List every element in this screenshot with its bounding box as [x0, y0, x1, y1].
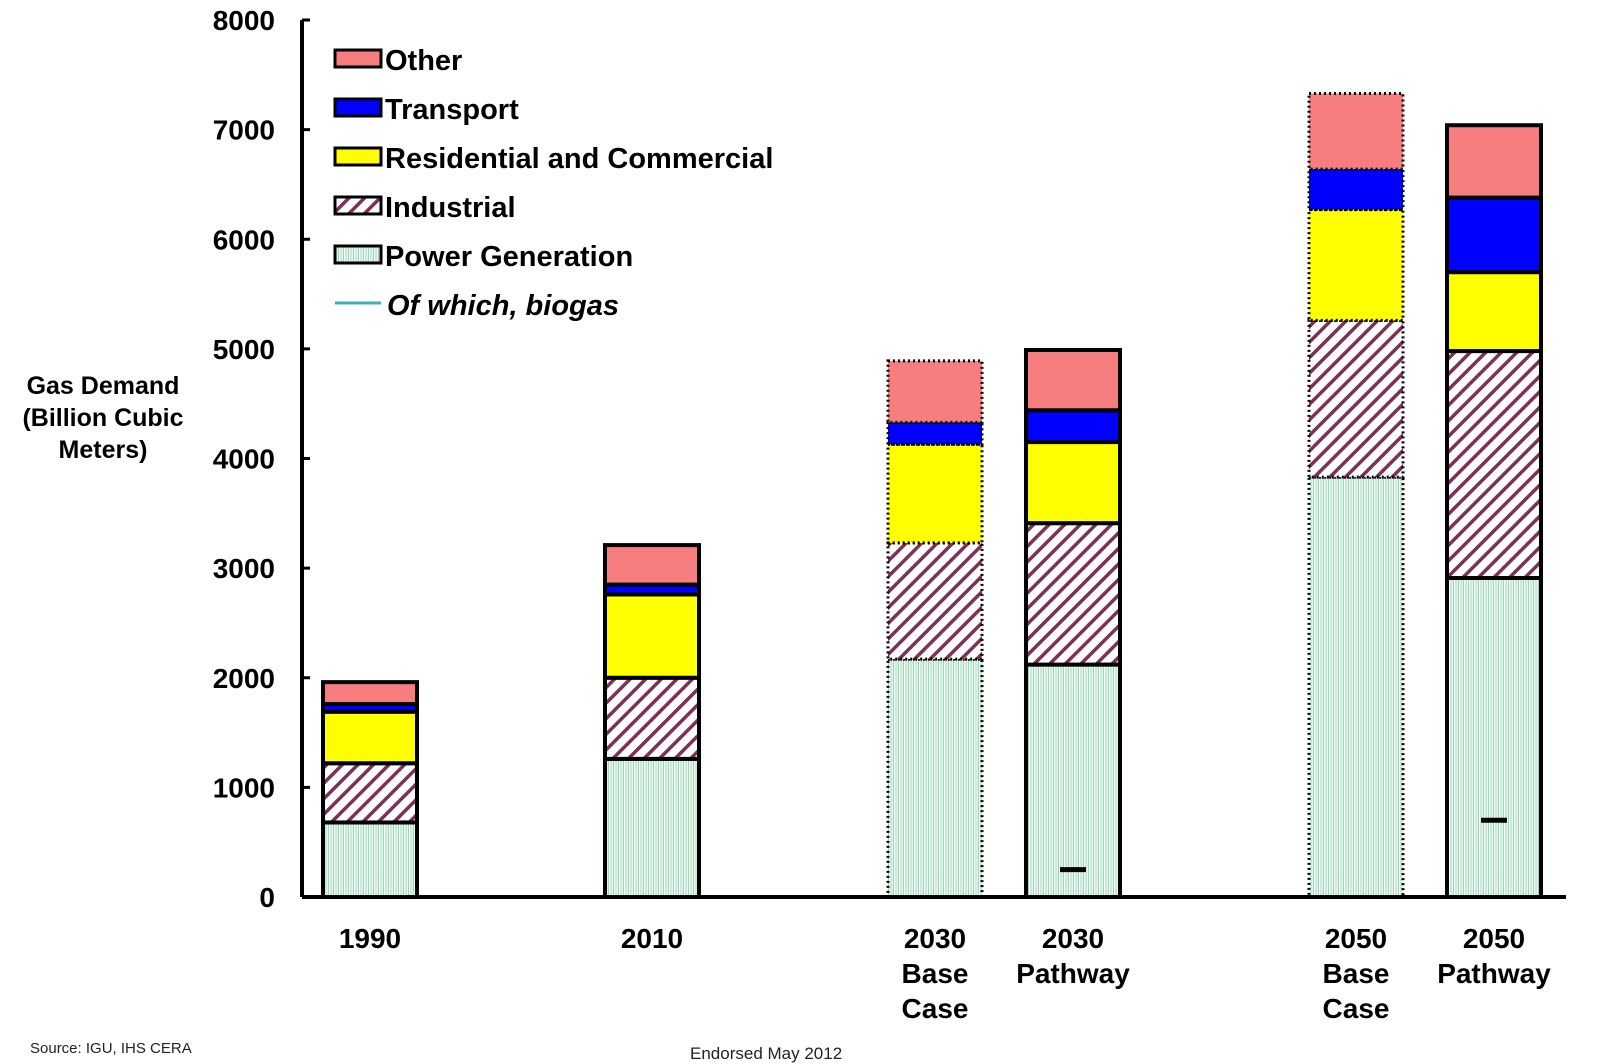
- legend-item-industrial: Industrial: [333, 192, 516, 224]
- legend-item-power-generation: Power Generation: [333, 241, 633, 273]
- bar-segment-residential-and-commercial-2030-base-case: [886, 442, 984, 545]
- bar-segment-industrial-1990: [321, 761, 419, 825]
- bar-group-1990: [321, 680, 419, 900]
- bar-segment-other-2030-pathway: [1024, 347, 1122, 413]
- bar-group-2010: [603, 543, 701, 899]
- bar-segment-power-generation-1990: [321, 820, 419, 900]
- bar-group-2030-base-case: [886, 359, 984, 899]
- legend-label-biogas: Of which, biogas: [387, 290, 619, 322]
- legend-label-residential-and-commercial: Residential and Commercial: [385, 143, 773, 175]
- y-axis-label: Gas Demand (Billion Cubic Meters): [22, 372, 184, 464]
- legend-label-power-generation: Power Generation: [385, 241, 633, 273]
- legend-label-industrial: Industrial: [385, 192, 516, 224]
- y-tick-label-6000: 6000: [213, 224, 275, 255]
- y-tick-label-1000: 1000: [213, 772, 275, 803]
- bar-segment-power-generation-2030-pathway: [1024, 662, 1122, 899]
- bar-segment-industrial-2050-base-case: [1307, 318, 1405, 479]
- bar-segment-transport-2050-pathway: [1445, 195, 1543, 275]
- legend-label-other: Other: [385, 45, 462, 77]
- bar-segment-other-1990: [321, 680, 419, 707]
- bar-segment-power-generation-2030-base-case: [886, 657, 984, 899]
- bar-group-2030-pathway: [1024, 347, 1122, 899]
- x-tick-label-2030-base-case: 2030 Base Case: [902, 923, 969, 1024]
- bar-segment-other-2010: [603, 543, 701, 587]
- legend-swatch-industrial: [333, 195, 383, 216]
- source-note: Source: IGU, IHS CERA: [30, 1040, 192, 1057]
- legend-item-biogas: Of which, biogas: [335, 290, 619, 322]
- y-tick-label-8000: 8000: [213, 5, 275, 36]
- bar-segment-residential-and-commercial-2050-pathway: [1445, 270, 1543, 354]
- bars-layer: [321, 91, 1543, 900]
- legend-swatch-transport: [333, 97, 383, 118]
- footer-note: Endorsed May 2012: [690, 1044, 843, 1063]
- bar-segment-other-2030-base-case: [886, 359, 984, 424]
- bar-segment-industrial-2050-pathway: [1445, 349, 1543, 580]
- legend-swatch-power-generation: [333, 244, 383, 265]
- bar-segment-power-generation-2050-base-case: [1307, 475, 1405, 899]
- bar-group-2050-base-case: [1307, 91, 1405, 899]
- y-tick-label-2000: 2000: [213, 663, 275, 694]
- bar-segment-transport-2030-pathway: [1024, 408, 1122, 445]
- y-tick-label-3000: 3000: [213, 553, 275, 584]
- x-tick-label-2030-pathway: 2030 Pathway: [1016, 923, 1130, 989]
- bar-segment-residential-and-commercial-2010: [603, 592, 701, 680]
- y-tick-label-0: 0: [259, 882, 275, 913]
- bar-segment-residential-and-commercial-2030-pathway: [1024, 440, 1122, 526]
- y-tick-label-7000: 7000: [213, 115, 275, 146]
- x-tick-label-2050-base-case: 2050 Base Case: [1323, 923, 1390, 1024]
- legend-item-transport: Transport: [333, 94, 519, 126]
- bar-segment-industrial-2010: [603, 675, 701, 761]
- bar-segment-other-2050-base-case: [1307, 91, 1405, 171]
- bar-segment-other-2050-pathway: [1445, 123, 1543, 200]
- bar-segment-residential-and-commercial-2050-base-case: [1307, 208, 1405, 322]
- x-tick-label-2050-pathway: 2050 Pathway: [1437, 923, 1551, 989]
- y-tick-label-5000: 5000: [213, 334, 275, 365]
- bar-group-2050-pathway: [1445, 123, 1543, 900]
- legend-swatch-other: [333, 48, 383, 69]
- legend-item-residential-and-commercial: Residential and Commercial: [333, 143, 773, 175]
- legend: Other Transport Residential and Commercial…: [333, 45, 773, 322]
- legend-swatch-residential-and-commercial: [333, 146, 383, 167]
- legend-item-other: Other: [333, 45, 462, 77]
- bar-segment-transport-2050-base-case: [1307, 167, 1405, 212]
- bar-segment-transport-2030-base-case: [886, 420, 984, 446]
- bar-segment-industrial-2030-base-case: [886, 541, 984, 661]
- axis-layer: 1990 2010 2030 Base Case 2030 Pathway 2050 Base C…: [213, 5, 1566, 1024]
- x-tick-label-1990: 1990: [339, 923, 401, 954]
- bar-segment-residential-and-commercial-1990: [321, 709, 419, 766]
- bar-segment-industrial-2030-pathway: [1024, 521, 1122, 667]
- bar-segment-power-generation-2050-pathway: [1445, 575, 1543, 900]
- x-tick-label-2010: 2010: [621, 923, 683, 954]
- bar-segment-power-generation-2010: [603, 756, 701, 899]
- legend-label-transport: Transport: [385, 94, 519, 126]
- y-tick-label-4000: 4000: [213, 444, 275, 475]
